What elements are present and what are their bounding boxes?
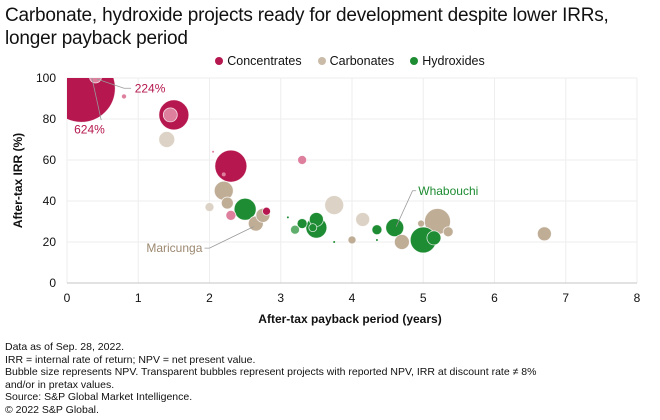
bubble-hydroxides [375, 238, 378, 241]
grid [66, 77, 638, 284]
legend-label: Carbonates [329, 54, 395, 68]
legend-item-carbonates[interactable]: Carbonates [317, 54, 395, 68]
bubble-hydroxides [296, 218, 308, 229]
note-source: Source: S&P Global Market Intelligence. [5, 391, 193, 404]
chart-title: Carbonate, hydroxide projects ready for … [5, 5, 609, 49]
label-whabouchi: Whabouchi [418, 184, 478, 198]
bubble-carbonates [220, 196, 234, 210]
bubble-hydroxides [290, 224, 300, 235]
leader-line-whabouchi [395, 190, 417, 227]
bubbles [67, 78, 552, 254]
bubble-carbonates [355, 212, 371, 227]
x-tick-label: 4 [349, 291, 356, 305]
leader-lines [91, 77, 417, 249]
y-tick-label: 40 [43, 194, 57, 208]
bubble-concentrates [67, 78, 116, 123]
bubble-concentrates [297, 155, 308, 165]
bubble-carbonates [204, 202, 215, 213]
x-tick-label: 3 [277, 291, 284, 305]
bubble-hydroxides [333, 241, 336, 243]
y-tick-label: 20 [43, 235, 57, 249]
bubble-carbonates [442, 226, 454, 238]
x-tick-label: 6 [491, 291, 498, 305]
x-tick-label: 1 [135, 291, 142, 305]
bubble-hydroxides [233, 197, 257, 221]
x-tick-label: 5 [420, 291, 427, 305]
bubble-carbonates [347, 235, 357, 245]
bubble-carbonates [324, 195, 345, 216]
label-maricunga: Maricunga [146, 241, 202, 255]
note-bubble-size-cont: and/or in pretax values. [5, 378, 115, 391]
y-tick-label: 80 [43, 112, 57, 126]
bubble-concentrates [121, 93, 127, 100]
note-bubble-size: Bubble size represents NPV. Transparent … [5, 366, 537, 379]
leader-line-224 [96, 78, 132, 89]
x-tick-label: 7 [562, 291, 569, 305]
legend-label: Hydroxides [422, 54, 485, 68]
legend-item-hydroxides[interactable]: Hydroxides [410, 54, 485, 68]
x-axis-title: After-tax payback period (years) [258, 312, 441, 326]
bubble-concentrates [89, 78, 102, 84]
leader-line-maricunga [204, 226, 254, 249]
x-tick-label: 0 [64, 291, 71, 305]
note-date: Data as of Sep. 28, 2022. [5, 341, 125, 353]
legend: Concentrates Carbonates Hydroxides [0, 54, 660, 68]
y-tick-label: 100 [36, 71, 56, 85]
note-copyright: © 2022 S&P Global. [5, 403, 99, 416]
bubble-carbonates [536, 226, 552, 242]
bubble-hydroxides [426, 230, 442, 246]
y-tick-label: 60 [43, 153, 57, 167]
legend-item-concentrates[interactable]: Concentrates [215, 54, 302, 68]
label-224: 224% [135, 81, 166, 95]
bubble-carbonates [213, 180, 234, 201]
leader-line-624 [91, 77, 102, 121]
legend-label: Concentrates [227, 54, 302, 68]
bubble-concentrates [212, 150, 215, 153]
label-624: 624% [74, 122, 105, 136]
legend-dot-concentrates [215, 57, 224, 65]
bubble-hydroxides [308, 223, 318, 233]
legend-dot-carbonates [317, 57, 326, 65]
bubble-carbonates [158, 131, 176, 148]
bubble-hydroxides [286, 216, 289, 219]
bubble-hydroxides [385, 218, 405, 238]
bubble-hydroxides [371, 224, 383, 236]
x-tick-label: 8 [634, 291, 641, 305]
bubble-concentrates [221, 172, 226, 177]
bubble-concentrates [162, 107, 178, 123]
bubble-concentrates [262, 206, 271, 216]
annotation-labels: 224% 624% Maricunga Whabouchi [74, 81, 478, 255]
legend-dot-hydroxides [410, 57, 419, 65]
y-tick-label: 0 [49, 276, 56, 290]
bubble-concentrates [225, 209, 237, 221]
note-abbrev: IRR = internal rate of return; NPV = net… [5, 353, 256, 366]
bubble-carbonates [417, 219, 426, 228]
bubble-concentrates [214, 149, 248, 183]
bubble-carbonates [393, 234, 410, 250]
x-tick-label: 2 [206, 291, 213, 305]
y-axis-title: After-tax IRR (%) [11, 133, 25, 228]
footnotes: Data as of Sep. 28, 2022. IRR = internal… [5, 341, 536, 417]
